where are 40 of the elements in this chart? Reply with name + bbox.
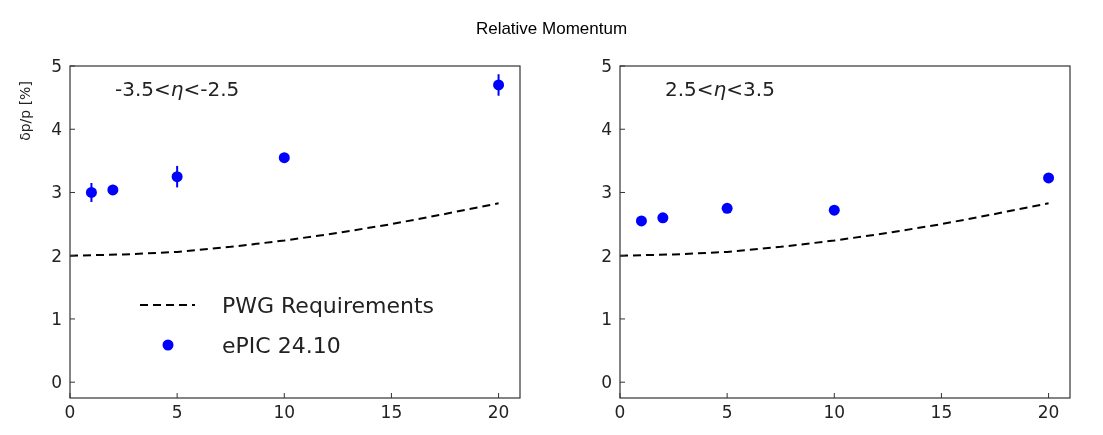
text: 2.5<η<3.5 xyxy=(665,77,775,101)
point xyxy=(635,215,647,227)
point xyxy=(278,152,290,164)
point xyxy=(1043,172,1055,184)
point xyxy=(657,212,669,224)
x-tick-label: 20 xyxy=(487,402,510,422)
x-tick-label: 20 xyxy=(1037,402,1060,422)
y-tick-label: 2 xyxy=(51,245,62,266)
x-tick-label: 0 xyxy=(64,402,76,422)
y-tick-label: 1 xyxy=(51,308,62,329)
x-tick-label: 15 xyxy=(380,402,403,422)
x-tick-label: 5 xyxy=(171,402,183,422)
y-tick-label: 5 xyxy=(51,56,62,76)
line-series xyxy=(69,202,500,257)
y-tick-label: 4 xyxy=(51,119,62,140)
legend-label: PWG Requirements xyxy=(222,293,435,318)
point xyxy=(828,204,840,216)
point xyxy=(493,79,505,91)
y-tick-label: 4 xyxy=(601,119,612,140)
point xyxy=(171,171,183,183)
point xyxy=(107,184,119,196)
x-tick-label: 0 xyxy=(614,402,626,422)
y-tick-label: 3 xyxy=(51,182,62,203)
y-tick-label: 2 xyxy=(601,245,612,266)
point xyxy=(721,202,733,214)
line-series xyxy=(619,202,1050,257)
y-axis-title: δp/p [%] xyxy=(17,81,33,141)
y-tick-label: 3 xyxy=(601,182,612,203)
legend-label: ePIC 24.10 xyxy=(222,333,341,358)
x-tick-label: 10 xyxy=(823,402,846,422)
text: -3.5<η<-2.5 xyxy=(115,77,240,101)
chart-title: Relative Momentum xyxy=(475,19,628,38)
y-tick-label: 5 xyxy=(601,56,612,76)
point xyxy=(85,186,97,198)
y-tick-label: 1 xyxy=(601,308,612,329)
x-tick-label: 15 xyxy=(930,402,953,422)
x-tick-label: 5 xyxy=(721,402,733,422)
y-tick-label: 0 xyxy=(601,372,612,393)
x-tick-label: 10 xyxy=(273,402,296,422)
y-tick-label: 0 xyxy=(51,372,62,393)
